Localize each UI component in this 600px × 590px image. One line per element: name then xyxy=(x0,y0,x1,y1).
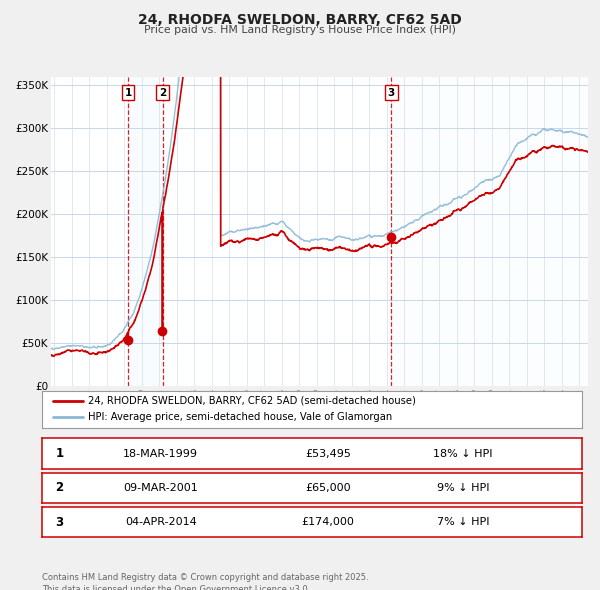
Text: 3: 3 xyxy=(55,516,64,529)
Text: 1: 1 xyxy=(55,447,64,460)
Text: 2: 2 xyxy=(55,481,64,494)
Text: 24, RHODFA SWELDON, BARRY, CF62 5AD: 24, RHODFA SWELDON, BARRY, CF62 5AD xyxy=(138,13,462,27)
Text: Price paid vs. HM Land Registry's House Price Index (HPI): Price paid vs. HM Land Registry's House … xyxy=(144,25,456,35)
Text: 18% ↓ HPI: 18% ↓ HPI xyxy=(433,449,493,458)
Text: £65,000: £65,000 xyxy=(305,483,351,493)
Text: 3: 3 xyxy=(388,87,395,97)
Text: £174,000: £174,000 xyxy=(302,517,355,527)
Text: 04-APR-2014: 04-APR-2014 xyxy=(125,517,197,527)
Text: 09-MAR-2001: 09-MAR-2001 xyxy=(124,483,198,493)
Text: Contains HM Land Registry data © Crown copyright and database right 2025.
This d: Contains HM Land Registry data © Crown c… xyxy=(42,573,368,590)
Text: 1: 1 xyxy=(125,87,132,97)
Bar xyxy=(128,77,163,386)
Text: £53,495: £53,495 xyxy=(305,449,351,458)
Text: 2: 2 xyxy=(159,87,166,97)
Text: 7% ↓ HPI: 7% ↓ HPI xyxy=(437,517,490,527)
Bar xyxy=(391,77,588,386)
Text: HPI: Average price, semi-detached house, Vale of Glamorgan: HPI: Average price, semi-detached house,… xyxy=(88,412,392,422)
Text: 18-MAR-1999: 18-MAR-1999 xyxy=(124,449,198,458)
Text: 9% ↓ HPI: 9% ↓ HPI xyxy=(437,483,490,493)
Text: 24, RHODFA SWELDON, BARRY, CF62 5AD (semi-detached house): 24, RHODFA SWELDON, BARRY, CF62 5AD (sem… xyxy=(88,396,416,406)
